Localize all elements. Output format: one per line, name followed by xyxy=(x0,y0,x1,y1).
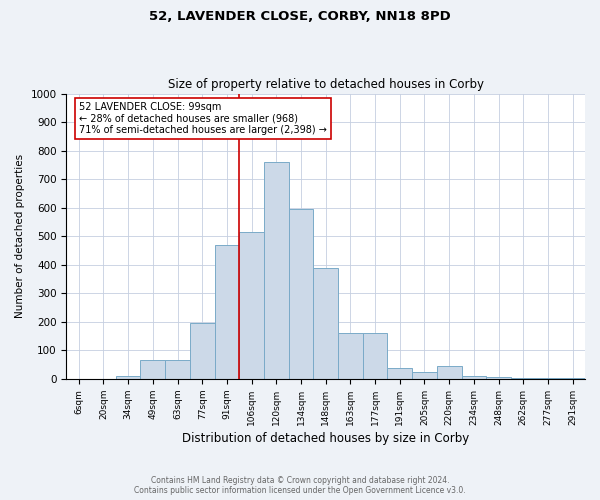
Bar xyxy=(388,368,412,379)
Bar xyxy=(536,378,560,379)
Bar xyxy=(560,378,585,379)
Bar xyxy=(437,366,461,379)
Bar xyxy=(215,245,239,379)
Bar xyxy=(412,372,437,379)
Text: Contains HM Land Registry data © Crown copyright and database right 2024.
Contai: Contains HM Land Registry data © Crown c… xyxy=(134,476,466,495)
Bar xyxy=(165,360,190,379)
Title: Size of property relative to detached houses in Corby: Size of property relative to detached ho… xyxy=(168,78,484,91)
Bar xyxy=(289,209,313,379)
Bar xyxy=(239,232,264,379)
Text: 52, LAVENDER CLOSE, CORBY, NN18 8PD: 52, LAVENDER CLOSE, CORBY, NN18 8PD xyxy=(149,10,451,23)
X-axis label: Distribution of detached houses by size in Corby: Distribution of detached houses by size … xyxy=(182,432,469,445)
Bar xyxy=(140,360,165,379)
Bar xyxy=(338,334,363,379)
Bar xyxy=(264,162,289,379)
Bar xyxy=(116,376,140,379)
Bar xyxy=(461,376,486,379)
Bar xyxy=(313,268,338,379)
Text: 52 LAVENDER CLOSE: 99sqm
← 28% of detached houses are smaller (968)
71% of semi-: 52 LAVENDER CLOSE: 99sqm ← 28% of detach… xyxy=(79,102,326,136)
Bar xyxy=(363,334,388,379)
Y-axis label: Number of detached properties: Number of detached properties xyxy=(15,154,25,318)
Bar xyxy=(511,378,536,379)
Bar xyxy=(190,324,215,379)
Bar xyxy=(486,376,511,379)
